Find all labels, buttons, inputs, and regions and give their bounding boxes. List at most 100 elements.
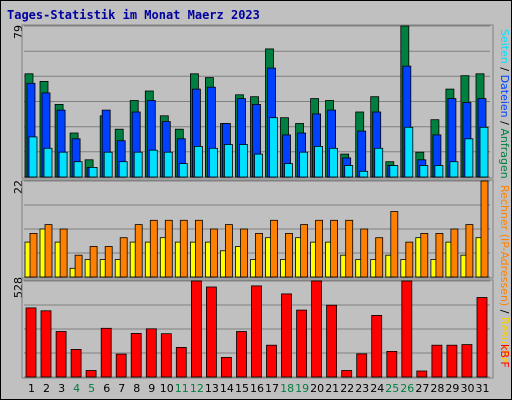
bar-rechner	[29, 232, 38, 278]
day-label: 31	[476, 382, 490, 395]
bar-kbytes	[190, 280, 202, 378]
bar-rechner	[390, 211, 399, 278]
day-label: 15	[235, 382, 249, 395]
bar-seiten	[58, 151, 68, 178]
bar-rechner	[209, 228, 218, 278]
bar-seiten	[449, 161, 459, 178]
bar-seiten	[88, 166, 98, 178]
day-label: 14	[220, 382, 234, 395]
bar-kbytes	[220, 356, 232, 378]
bar-rechner	[224, 224, 233, 278]
bar-kbytes	[476, 297, 488, 378]
day-label: 3	[58, 382, 65, 395]
day-label: 23	[355, 382, 369, 395]
day-label: 28	[430, 382, 444, 395]
bar-kbytes	[296, 309, 308, 378]
bar-rechner	[255, 232, 263, 278]
bar-rechner	[194, 219, 203, 278]
bar-kbytes	[371, 314, 383, 378]
day-label: 19	[295, 382, 309, 395]
day-label: 7	[118, 382, 125, 395]
bar-rechner	[59, 228, 68, 278]
bar-seiten	[329, 147, 339, 178]
bar-kbytes	[205, 286, 217, 378]
bar-rechner	[480, 180, 489, 278]
day-label: 21	[325, 382, 339, 395]
bar-rechner	[345, 219, 354, 278]
day-label: 30	[461, 382, 475, 395]
day-label: 29	[445, 382, 459, 395]
bar-kbytes	[130, 332, 142, 378]
bar-seiten	[254, 153, 263, 178]
day-label: 8	[133, 382, 140, 395]
bar-seiten	[374, 147, 384, 178]
bar-kbytes	[266, 344, 277, 378]
bar-seiten	[239, 144, 248, 178]
bar-kbytes	[251, 285, 262, 378]
bar-rechner	[179, 219, 188, 278]
panel-border	[21, 279, 494, 379]
day-label: 2	[43, 382, 50, 395]
day-label: 5	[88, 382, 95, 395]
bar-rechner	[74, 254, 83, 278]
bar-rechner	[89, 246, 98, 278]
day-label: 18	[280, 382, 294, 395]
bar-rechner	[149, 219, 158, 278]
bar-rechner	[420, 232, 429, 278]
day-label: 9	[148, 382, 155, 395]
bar-dateien	[357, 130, 367, 178]
bar-rechner	[375, 237, 384, 278]
bar-seiten	[193, 145, 203, 178]
bar-seiten	[464, 138, 474, 178]
bar-seiten	[434, 165, 444, 178]
bar-kbytes	[341, 370, 353, 378]
bar-kbytes	[326, 304, 338, 378]
bar-seiten	[269, 117, 278, 178]
bar-seiten	[284, 163, 293, 178]
bar-seiten	[208, 147, 218, 178]
bar-seiten	[314, 145, 324, 178]
bar-rechner	[300, 224, 309, 278]
bar-rechner	[285, 232, 293, 278]
bar-seiten	[148, 149, 158, 178]
day-label: 4	[73, 382, 80, 395]
bar-rechner	[119, 237, 128, 278]
bar-seiten	[404, 126, 414, 178]
bar-rechner	[270, 219, 278, 278]
bar-seiten	[299, 151, 309, 178]
bar-kbytes	[461, 344, 473, 378]
bar-seiten	[133, 151, 143, 178]
bar-seiten	[389, 165, 399, 178]
bar-kbytes	[25, 307, 37, 378]
bar-rechner	[104, 246, 113, 278]
bar-rechner	[450, 228, 459, 278]
bar-seiten	[419, 165, 429, 178]
bar-seiten	[43, 147, 53, 178]
day-label: 13	[205, 382, 219, 395]
day-label: 25	[385, 382, 399, 395]
bar-seiten	[28, 136, 38, 178]
bar-seiten	[103, 151, 113, 178]
day-label: 12	[190, 382, 204, 395]
bar-rechner	[315, 219, 324, 278]
bar-kbytes	[401, 280, 413, 378]
day-label: 11	[175, 382, 189, 395]
bar-kbytes	[40, 310, 52, 378]
bar-kbytes	[416, 370, 428, 378]
panel-border	[21, 24, 494, 179]
bar-seiten	[118, 161, 128, 178]
bar-kbytes	[356, 353, 368, 378]
bar-seiten	[223, 144, 233, 178]
bar-seiten	[73, 161, 83, 178]
bar-kbytes	[236, 331, 247, 378]
day-label: 22	[340, 382, 354, 395]
bar-rechner	[360, 228, 369, 278]
chart-title: Tages-Statistik im Monat Maerz 2023	[7, 8, 260, 22]
bar-kbytes	[55, 331, 67, 378]
bar-rechner	[164, 219, 173, 278]
day-label: 10	[160, 382, 174, 395]
day-label: 6	[103, 382, 110, 395]
bar-seiten	[163, 151, 173, 178]
bar-kbytes	[431, 344, 443, 378]
